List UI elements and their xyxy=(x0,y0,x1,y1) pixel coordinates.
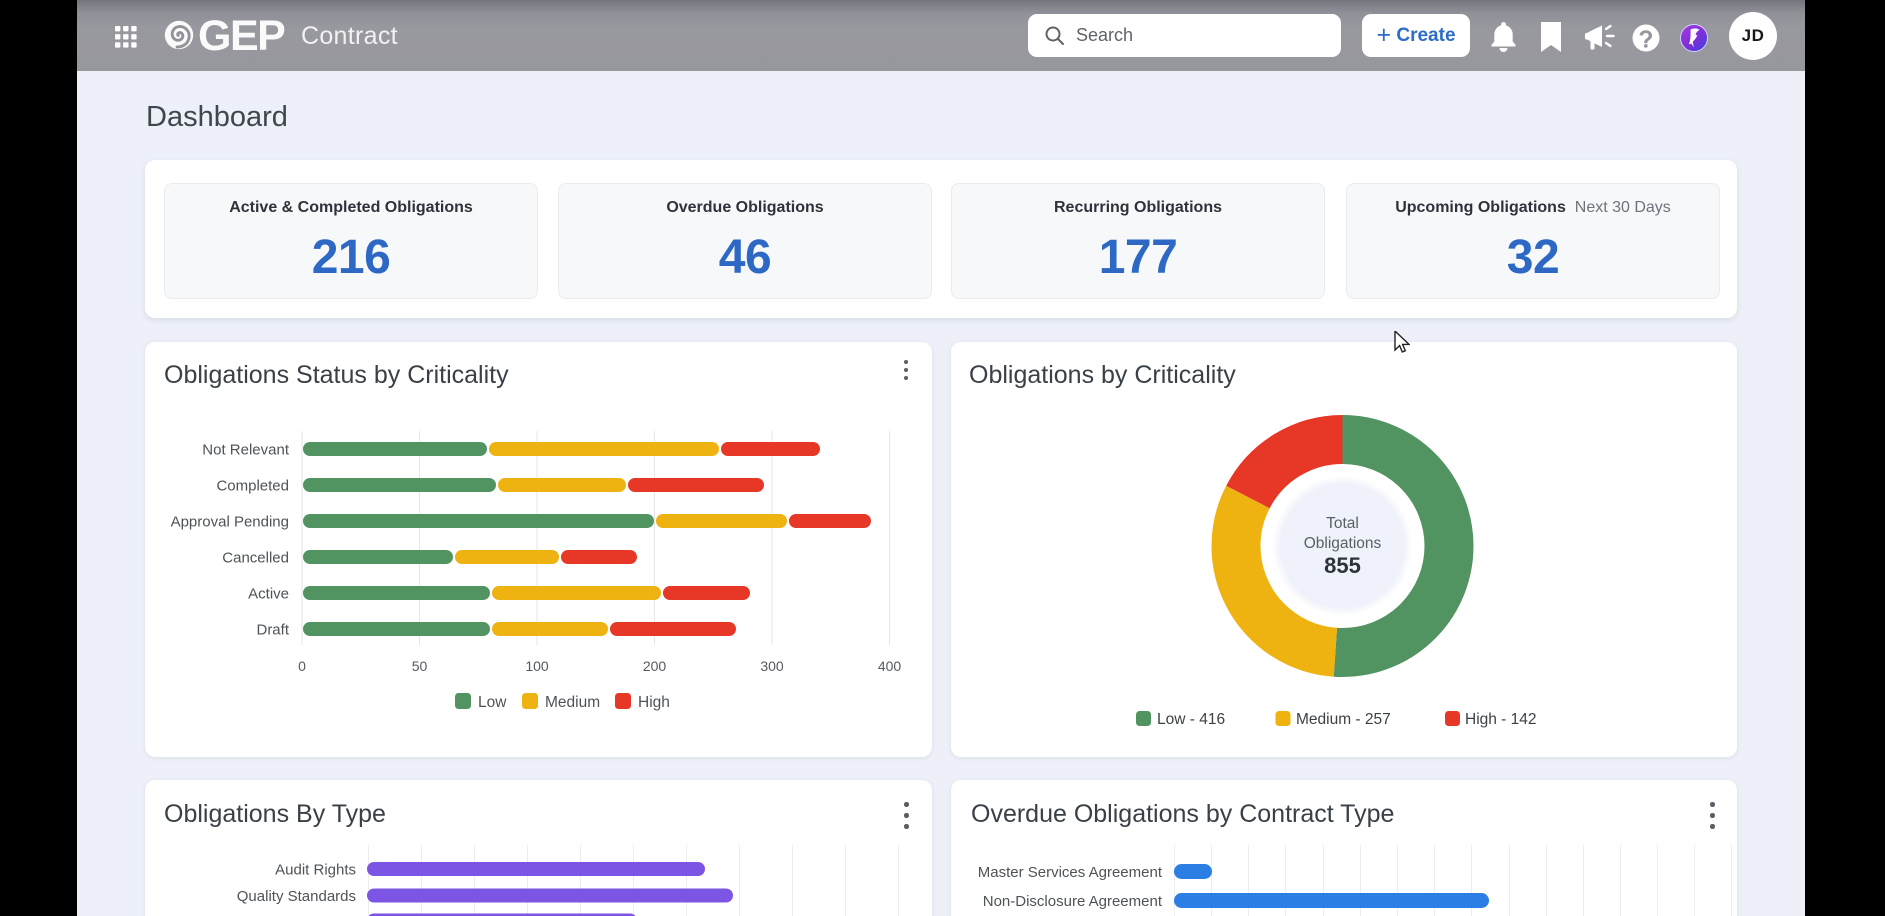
svg-text:Cancelled: Cancelled xyxy=(222,550,289,567)
svg-text:Draft: Draft xyxy=(256,622,289,639)
svg-text:High: High xyxy=(638,694,670,711)
svg-text:400: 400 xyxy=(878,658,902,674)
svg-text:Low: Low xyxy=(478,694,507,711)
svg-text:300: 300 xyxy=(760,658,784,674)
svg-text:200: 200 xyxy=(643,658,667,674)
svg-text:Not Relevant: Not Relevant xyxy=(202,442,290,459)
svg-text:Master Services Agreement: Master Services Agreement xyxy=(978,864,1163,881)
svg-text:Medium: Medium xyxy=(545,694,600,711)
svg-text:Low - 416: Low - 416 xyxy=(1157,711,1225,728)
svg-text:Audit Rights: Audit Rights xyxy=(275,862,356,879)
svg-text:Quality Standards: Quality Standards xyxy=(237,888,356,905)
svg-text:Approval Pending: Approval Pending xyxy=(171,514,289,531)
svg-text:Non-Disclosure Agreement: Non-Disclosure Agreement xyxy=(983,893,1163,910)
svg-text:Obligations: Obligations xyxy=(1304,535,1382,552)
svg-text:100: 100 xyxy=(525,658,549,674)
svg-text:High - 142: High - 142 xyxy=(1465,711,1537,728)
svg-text:Medium - 257: Medium - 257 xyxy=(1296,711,1391,728)
svg-text:Completed: Completed xyxy=(216,478,289,495)
svg-text:Active: Active xyxy=(248,586,289,603)
svg-text:855: 855 xyxy=(1324,553,1361,578)
svg-text:50: 50 xyxy=(412,658,428,674)
svg-text:Total: Total xyxy=(1326,515,1359,532)
svg-text:0: 0 xyxy=(298,658,306,674)
